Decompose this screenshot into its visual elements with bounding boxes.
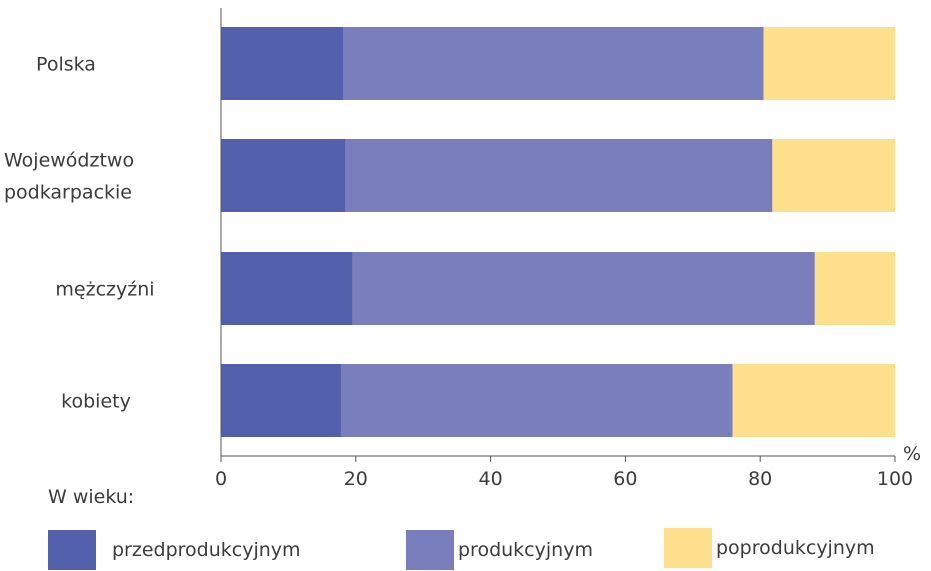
bar-segment xyxy=(342,27,764,100)
bar-segment xyxy=(221,364,341,437)
bar-segment xyxy=(221,139,346,212)
legend-title: W wieku: xyxy=(48,486,135,508)
x-tick-label: 100 xyxy=(877,468,913,490)
x-tick-label: 40 xyxy=(479,468,503,490)
bar-segment xyxy=(340,364,733,437)
bar-segment xyxy=(352,252,815,325)
legend-swatch xyxy=(48,530,96,570)
category-label: Województwo xyxy=(4,150,134,172)
legend-label: produkcyjnym xyxy=(458,539,593,561)
category-labels: Polska Województwo podkarpackie mężczyźni ko… xyxy=(4,54,155,413)
bar-segment xyxy=(814,252,895,325)
x-tick-label: 60 xyxy=(613,468,637,490)
bar-segment xyxy=(221,252,353,325)
legend-item-produkcyjnym: produkcyjnym xyxy=(406,530,593,570)
bar-segment xyxy=(763,27,895,100)
category-label: Polska xyxy=(36,54,96,76)
category-label: kobiety xyxy=(61,391,131,413)
x-tick-label: 0 xyxy=(215,468,227,490)
bars-group xyxy=(221,27,895,437)
legend-swatch xyxy=(406,530,454,570)
category-label: mężczyźni xyxy=(55,279,154,301)
x-tick-label: 80 xyxy=(748,468,772,490)
legend-label: poprodukcyjnym xyxy=(716,537,875,559)
bar-segment xyxy=(732,364,895,437)
legend-item-przedprodukcyjnym: przedprodukcyjnym xyxy=(48,530,301,570)
bar-segment xyxy=(772,139,895,212)
bar-segment xyxy=(221,27,343,100)
bar-segment xyxy=(345,139,773,212)
legend-label: przedprodukcyjnym xyxy=(112,539,301,561)
x-axis-unit: % xyxy=(903,443,921,465)
x-tick-label: 20 xyxy=(344,468,368,490)
legend-swatch xyxy=(664,528,712,568)
legend-item-poprodukcyjnym: poprodukcyjnym xyxy=(664,528,875,568)
x-axis-ticks: 0 20 40 60 80 100 xyxy=(215,456,913,490)
category-label: podkarpackie xyxy=(4,182,132,204)
